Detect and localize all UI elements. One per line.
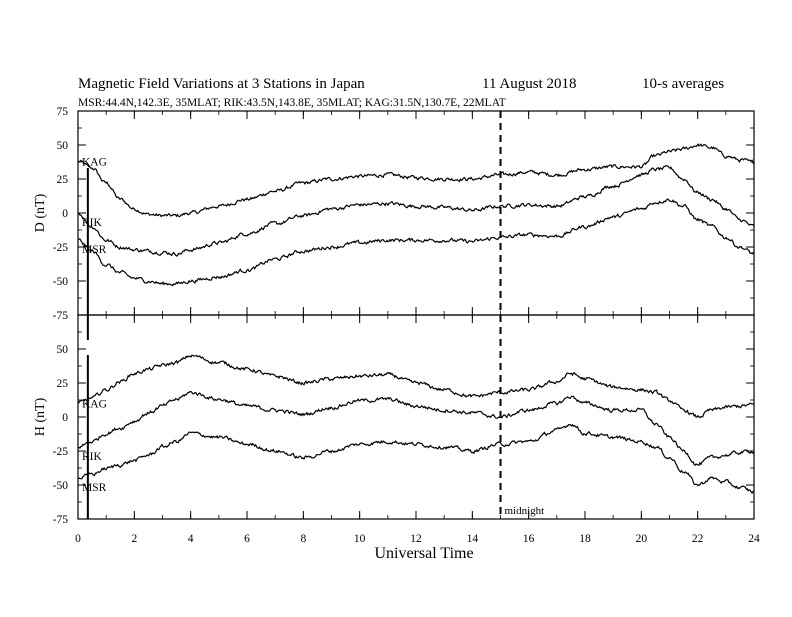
y-tick-label: 50 [57, 140, 69, 152]
y-tick-label: 50 [57, 344, 69, 356]
y-tick-label: -25 [53, 446, 69, 458]
x-tick-label: 18 [579, 533, 591, 545]
y-tick-label: 25 [57, 174, 69, 186]
series-label-rik: RIK [82, 451, 103, 463]
y-tick-label: 0 [62, 412, 68, 424]
y-tick-label: -75 [53, 514, 69, 526]
series-line-msr [77, 198, 755, 287]
y-axis-title: D (nT) [33, 193, 48, 232]
series-label-msr: MSR [82, 482, 107, 494]
x-tick-label: 22 [692, 533, 704, 545]
x-tick-label: 0 [75, 533, 81, 545]
x-tick-label: 16 [523, 533, 535, 545]
series-label-rik: RIK [82, 217, 103, 229]
chart-title: Magnetic Field Variations at 3 Stations … [78, 76, 365, 92]
x-tick-label: 12 [410, 533, 422, 545]
y-tick-label: 75 [57, 106, 69, 118]
x-tick-label: 8 [300, 533, 306, 545]
panel-frame [77, 314, 755, 520]
series-line-msr [77, 423, 755, 495]
series-line-rik [77, 390, 755, 467]
y-tick-label: -50 [53, 480, 69, 492]
y-tick-label: -75 [53, 310, 69, 322]
series-line-kag [77, 143, 755, 218]
x-axis-title: Universal Time [374, 545, 473, 562]
y-tick-label: 0 [62, 208, 68, 220]
y-axis-title: H (nT) [33, 397, 48, 436]
chart-subtitle: MSR:44.4N,142.3E, 35MLAT; RIK:43.5N,143.… [78, 97, 506, 109]
x-tick-label: 6 [244, 533, 250, 545]
x-tick-label: 14 [467, 533, 479, 545]
y-tick-label: -25 [53, 242, 69, 254]
plot-layer: 75 50 25 0 -25 -50 -75 D (nT) KAG RIK MSR 50 25 0 -25 -… [33, 106, 760, 545]
chart-averaging: 10-s averages [642, 76, 724, 92]
panel-frame [77, 110, 755, 316]
x-tick-label: 4 [188, 533, 194, 545]
series-line-rik [77, 165, 755, 257]
series-label-kag: KAG [82, 398, 107, 410]
y-tick-label: 25 [57, 378, 69, 390]
midnight-label: midnight [505, 505, 545, 517]
x-tick-label: 2 [131, 533, 137, 545]
x-tick-label: 24 [748, 533, 760, 545]
chart-date: 11 August 2018 [482, 76, 576, 92]
x-tick-label: 10 [354, 533, 366, 545]
y-tick-label: -50 [53, 276, 69, 288]
series-label-msr: MSR [82, 244, 107, 256]
series-label-kag: KAG [82, 156, 107, 168]
x-tick-label: 20 [636, 533, 648, 545]
series-line-kag [77, 354, 755, 419]
